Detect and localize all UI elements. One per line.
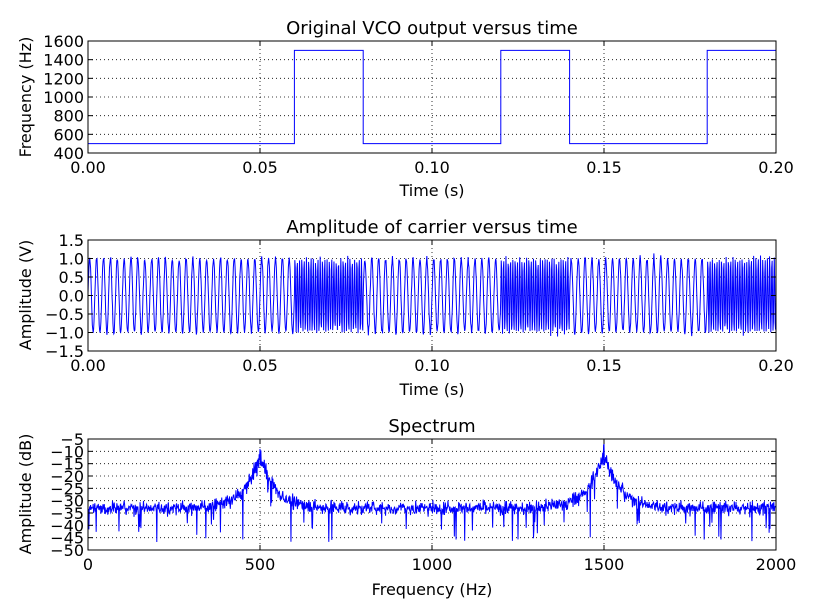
vco-y-tick-label: 1400	[43, 51, 84, 70]
spectrum-y-axis-label: Amplitude (dB)	[16, 434, 35, 555]
spectrum-y-tick-label: −35	[50, 504, 84, 523]
carrier-panel-title: Amplitude of carrier versus time	[286, 217, 577, 238]
spectrum-y-tick-label: −25	[50, 479, 84, 498]
vco-y-tick-label: 1000	[43, 88, 84, 107]
spectrum-y-tick-label: −20	[50, 467, 84, 486]
vco-frequency-panel: Original VCO output versus time Time (s)…	[16, 18, 794, 200]
vco-series-line	[88, 49, 776, 145]
vco-y-tick-label: 600	[53, 125, 84, 144]
carrier-y-tick-label: −0.5	[45, 305, 84, 324]
spectrum-x-tick-label: 2000	[756, 555, 797, 574]
spectrum-x-tick-label: 0	[83, 555, 93, 574]
spectrum-x-tick-label: 500	[245, 555, 276, 574]
vco-x-tick-label: 0.20	[758, 158, 794, 177]
vco-x-tick-label: 0.15	[586, 158, 622, 177]
spectrum-y-tick-label: −10	[50, 442, 84, 461]
carrier-x-tick-label: 0.00	[70, 356, 106, 375]
spectrum-x-axis-label: Frequency (Hz)	[372, 580, 493, 599]
carrier-amplitude-panel: Amplitude of carrier versus time Time (s…	[16, 217, 794, 399]
spectrum-x-tick-label: 1000	[412, 555, 453, 574]
carrier-y-tick-label: 1.0	[59, 250, 84, 269]
carrier-x-tick-label: 0.05	[242, 356, 278, 375]
spectrum-y-tick-label: −5	[60, 430, 84, 449]
carrier-x-tick-label: 0.20	[758, 356, 794, 375]
vco-x-tick-label: 0.00	[70, 158, 106, 177]
vco-x-tick-label: 0.10	[414, 158, 450, 177]
vco-y-tick-label: 800	[53, 107, 84, 126]
vco-y-axis-label: Frequency (Hz)	[16, 37, 35, 158]
carrier-y-axis-label: Amplitude (V)	[16, 240, 35, 351]
carrier-x-tick-label: 0.15	[586, 356, 622, 375]
vco-x-axis-label: Time (s)	[398, 181, 464, 200]
carrier-y-tick-label: 0.0	[59, 287, 84, 306]
spectrum-y-tick-label: −15	[50, 455, 84, 474]
vco-x-tick-label: 0.05	[242, 158, 278, 177]
spectrum-y-tick-label: −45	[50, 529, 84, 548]
spectrum-panel: Spectrum Frequency (Hz) Amplitude (dB) 0…	[16, 416, 796, 599]
carrier-series-line	[88, 253, 776, 337]
carrier-x-axis-label: Time (s)	[398, 380, 464, 399]
spectrum-y-tick-label: −50	[50, 541, 84, 560]
spectrum-y-tick-label: −30	[50, 492, 84, 511]
spectrum-panel-title: Spectrum	[388, 416, 475, 437]
carrier-y-tick-label: 1.5	[59, 231, 84, 250]
vco-y-tick-label: 1600	[43, 32, 84, 51]
carrier-y-tick-label: 0.5	[59, 268, 84, 287]
carrier-x-tick-label: 0.10	[414, 356, 450, 375]
vco-y-tick-label: 1200	[43, 69, 84, 88]
carrier-y-tick-label: −1.0	[45, 324, 84, 343]
vco-panel-title: Original VCO output versus time	[286, 18, 578, 39]
spectrum-series-line	[88, 443, 776, 543]
spectrum-x-tick-label: 1500	[584, 555, 625, 574]
carrier-y-tick-label: −1.5	[45, 342, 84, 361]
spectrum-y-tick-label: −40	[50, 516, 84, 535]
vco-y-tick-label: 400	[53, 144, 84, 163]
